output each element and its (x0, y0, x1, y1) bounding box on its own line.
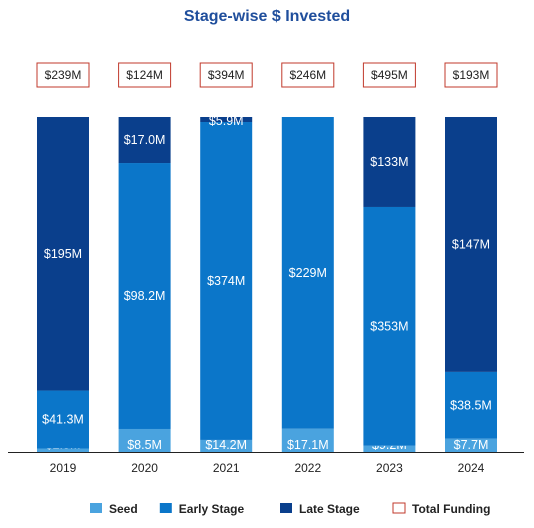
total-label: $495M (371, 68, 408, 82)
total-box-2021 (199, 62, 253, 88)
x-tick-label: 2022 (294, 461, 321, 475)
total-label: $239M (45, 68, 82, 82)
data-label: $41.3M (42, 413, 84, 427)
data-label: $98.2M (124, 289, 166, 303)
data-label: $17.1M (287, 438, 329, 452)
data-label: $5.9M (209, 114, 244, 128)
bar-late-stage-2021 (200, 117, 253, 123)
x-tick-label: 2021 (213, 461, 240, 475)
bar-seed-2021 (200, 439, 253, 452)
total-box-2020 (118, 62, 172, 88)
data-label: $17.0M (124, 133, 166, 147)
bar-seed-2024 (445, 438, 497, 452)
total-label: $124M (126, 68, 163, 82)
legend-swatch (159, 503, 172, 513)
total-label: $193M (453, 68, 490, 82)
legend-swatch (90, 503, 102, 513)
data-label: $374M (207, 274, 245, 288)
bar-early-stage-2022 (281, 117, 334, 429)
bar-early-stage-2023 (363, 206, 416, 446)
bar-early-stage-2019 (37, 390, 89, 449)
bar-seed-2020 (118, 428, 171, 452)
data-label: $195M (44, 247, 82, 261)
bar-late-stage-2020 (118, 117, 171, 164)
data-label: $7.7M (454, 438, 489, 452)
total-box-2022 (281, 62, 335, 88)
data-label: $133M (370, 155, 408, 169)
bar-early-stage-2021 (200, 122, 253, 440)
x-tick-label: 2024 (458, 461, 485, 475)
bar-seed-2019 (37, 448, 89, 452)
data-label: $14.2M (205, 438, 247, 452)
data-label: $353M (370, 319, 408, 333)
bar-late-stage-2023 (363, 117, 416, 207)
total-box-2024 (444, 62, 498, 88)
bar-early-stage-2024 (445, 371, 497, 439)
bar-seed-2022 (281, 428, 334, 452)
legend-entry: Seed (109, 502, 138, 516)
bar-seed-2023 (363, 445, 416, 452)
total-box-2023 (362, 62, 416, 88)
total-box-2019 (36, 62, 90, 88)
data-label: $8.5M (127, 438, 162, 452)
bar-late-stage-2019 (37, 117, 89, 391)
legend-swatch (392, 502, 406, 514)
legend-entry: Late Stage (299, 502, 360, 516)
legend-swatch (280, 503, 292, 513)
data-label: $147M (452, 237, 490, 251)
legend-entry: Early Stage (179, 502, 245, 516)
total-label: $394M (208, 68, 245, 82)
x-tick-label: 2020 (131, 461, 158, 475)
x-tick-label: 2023 (376, 461, 403, 475)
chart-title: Stage-wise $ Invested (183, 8, 351, 25)
legend-entry: Total Funding (412, 502, 490, 516)
data-label: $229M (289, 266, 327, 280)
total-label: $246M (289, 68, 326, 82)
bar-early-stage-2020 (118, 163, 171, 429)
bar-late-stage-2024 (445, 117, 497, 372)
data-label: $38.5M (450, 398, 492, 412)
x-tick-label: 2019 (50, 461, 77, 475)
